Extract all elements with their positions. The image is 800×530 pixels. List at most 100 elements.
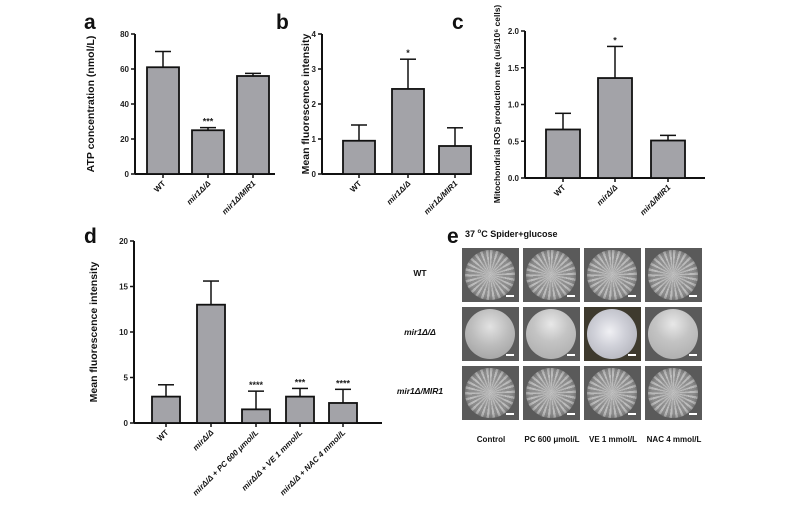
colony-image [465, 309, 515, 359]
panel-label-b: b [276, 11, 289, 34]
panel-label-a: a [84, 11, 96, 34]
scale-bar [506, 354, 514, 356]
panel-label-d: d [84, 225, 97, 248]
y-tick-label: 20 [119, 237, 128, 246]
scale-bar [689, 413, 697, 415]
y-tick-label: 2.0 [508, 27, 520, 36]
bar-b-2 [438, 145, 472, 175]
scale-bar [506, 295, 514, 297]
colony-image [526, 368, 576, 418]
category-label: mirΔ/Δ [191, 428, 216, 453]
scale-bar [506, 413, 514, 415]
y-tick-label: 0.5 [508, 137, 520, 146]
bar-a-1 [191, 129, 225, 175]
bar-c-2 [650, 139, 686, 179]
colony-image [587, 250, 637, 300]
category-label: WT [155, 428, 170, 443]
scale-bar [628, 295, 636, 297]
category-label: mirΔ/Δ [595, 183, 620, 208]
y-tick-label: 0 [312, 170, 317, 179]
bar-b-1 [391, 88, 425, 175]
category-label: WT [348, 179, 363, 194]
colony-image [465, 368, 515, 418]
category-label: mir1Δ/MIR1 [422, 179, 460, 217]
colony-image [648, 309, 698, 359]
bar-b-0 [342, 139, 376, 175]
category-label: mir1Δ/Δ [185, 179, 213, 207]
y-tick-label: 15 [119, 283, 128, 292]
colony-photo-2-0 [462, 366, 519, 420]
colony-photo-0-1 [523, 248, 580, 302]
significance-marker: * [613, 35, 617, 45]
category-label: mir1Δ/MIR1 [220, 179, 258, 217]
bar-a-0 [146, 66, 180, 175]
col-label-pc: PC 600 μmol/L [524, 435, 580, 444]
category-label: mirΔ/MIR1 [638, 183, 672, 217]
row-label-mir1-null: mir1Δ/Δ [404, 327, 436, 337]
colony-image [526, 250, 576, 300]
colony-photo-0-3 [645, 248, 702, 302]
colony-photo-1-2 [584, 307, 641, 361]
col-label-control: Control [476, 435, 506, 444]
colony-image [465, 250, 515, 300]
y-tick-label: 1.0 [508, 101, 520, 110]
bar-d-3 [285, 395, 315, 424]
y-tick-label: 4 [312, 30, 317, 39]
bar-c-1 [597, 77, 633, 179]
significance-marker: **** [249, 380, 264, 390]
scale-bar [628, 354, 636, 356]
y-tick-label: 40 [120, 100, 129, 109]
colony-photo-0-0 [462, 248, 519, 302]
colony-image [587, 368, 637, 418]
significance-marker: **** [336, 378, 351, 388]
y-tick-label: 2 [312, 100, 317, 109]
y-tick-label: 10 [119, 328, 128, 337]
colony-photo-2-2 [584, 366, 641, 420]
colony-photo-1-3 [645, 307, 702, 361]
y-axis-label-b: Mean fluorescence intensity [300, 34, 312, 175]
category-label: mir1Δ/Δ [385, 179, 413, 207]
y-tick-label: 3 [312, 65, 317, 74]
y-tick-label: 60 [120, 65, 129, 74]
y-tick-label: 80 [120, 30, 129, 39]
col-label-ve: VE 1 mmol/L [588, 435, 637, 444]
scale-bar [567, 413, 575, 415]
bar-a-2 [236, 75, 270, 175]
scale-bar [567, 295, 575, 297]
col-label-nac: NAC 4 mmol/L [646, 435, 702, 444]
y-axis-label-c: Mitochondrial ROS production rate (u/s/1… [492, 5, 502, 204]
scale-bar [689, 295, 697, 297]
significance-marker: *** [203, 117, 214, 127]
y-axis-label-d: Mean fluorescence intensity [88, 262, 100, 403]
colony-image [648, 368, 698, 418]
y-tick-label: 0 [125, 170, 130, 179]
colony-image [648, 250, 698, 300]
colony-photo-0-2 [584, 248, 641, 302]
y-tick-label: 20 [120, 135, 129, 144]
bar-d-4 [328, 402, 358, 424]
y-tick-label: 0.0 [508, 174, 520, 183]
bar-d-1 [196, 303, 226, 424]
significance-marker: *** [295, 377, 306, 387]
y-axis-label-a: ATP concentration (nmol/L) [85, 36, 97, 173]
colony-image [526, 309, 576, 359]
bar-d-0 [151, 395, 181, 424]
scale-bar [567, 354, 575, 356]
colony-photo-2-1 [523, 366, 580, 420]
panel-label-c: c [452, 11, 464, 34]
colony-photo-2-3 [645, 366, 702, 420]
y-tick-label: 0 [124, 419, 129, 428]
colony-photo-1-0 [462, 307, 519, 361]
scale-bar [628, 413, 636, 415]
panel-e-title: 37 oC Spider+glucose [465, 229, 558, 239]
scale-bar [689, 354, 697, 356]
bar-d-2 [241, 408, 271, 424]
row-label-mir1-mir1: mir1Δ/MIR1 [396, 386, 444, 396]
colony-image [587, 309, 637, 359]
y-tick-label: 1 [312, 135, 317, 144]
panel-label-e: e [447, 225, 459, 248]
significance-marker: * [406, 48, 410, 58]
colony-photo-1-1 [523, 307, 580, 361]
y-tick-label: 1.5 [508, 64, 520, 73]
